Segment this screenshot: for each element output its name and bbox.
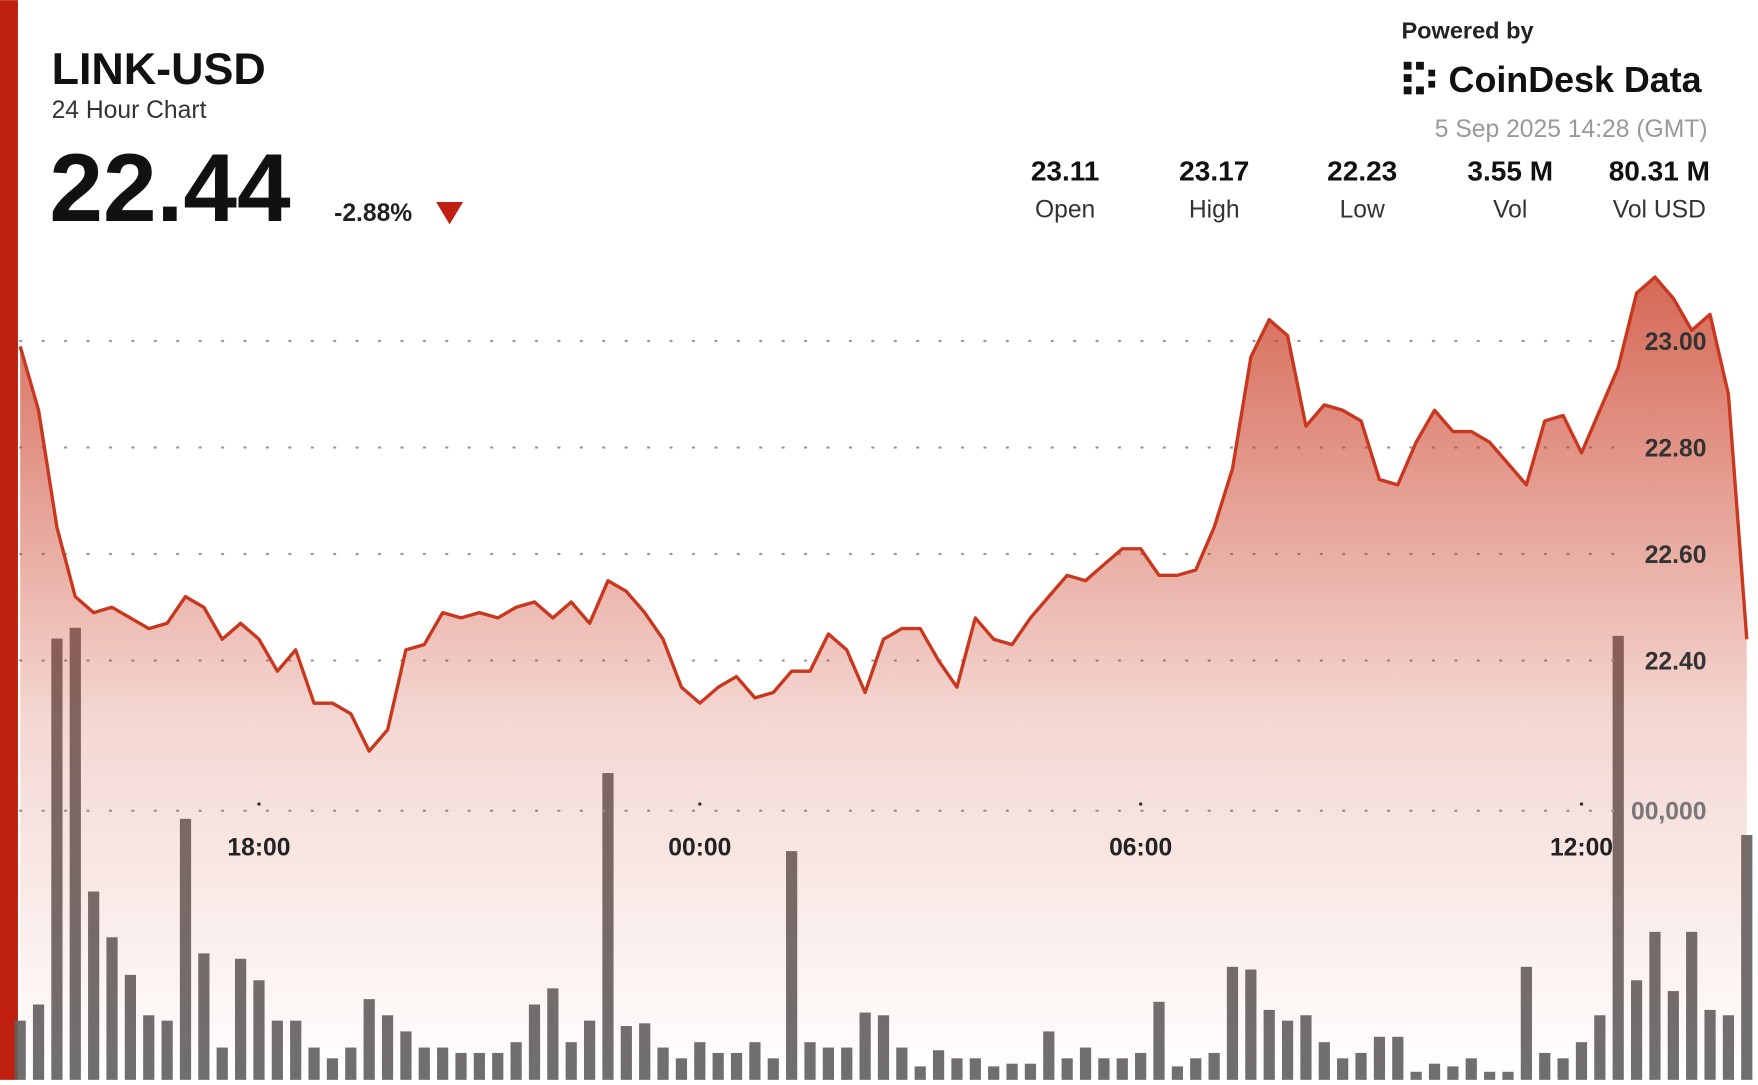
x-tick <box>257 802 261 806</box>
price-line <box>18 275 1749 753</box>
y-tick-label: 22.80 <box>1645 435 1707 462</box>
stat-label: Vol <box>1493 197 1527 224</box>
symbol: LINK-USD <box>52 43 266 94</box>
x-tick-label: 12:00 <box>1550 835 1613 862</box>
down-arrow <box>436 201 464 225</box>
stat-label: Vol USD <box>1613 197 1706 224</box>
stat-value: 23.17 <box>1179 156 1249 187</box>
y2-tick-label: 00,000 <box>1631 799 1706 826</box>
x-tick <box>1579 802 1584 806</box>
price-area <box>20 277 1747 1080</box>
logo-icon <box>1403 61 1436 95</box>
stat-value: 80.31 M <box>1609 156 1710 187</box>
stat-value: 22.23 <box>1327 156 1397 187</box>
stat-label: High <box>1189 197 1240 224</box>
stats: 23.11 Open 23.17 High 22.23 Low 3.55 M Vol 80.31… <box>1031 156 1710 224</box>
brand: CoinDesk Data <box>1449 60 1703 100</box>
x-tick-label: 06:00 <box>1109 835 1172 862</box>
plot: 22.40 22.60 22.80 23.00 00,000 18:00 00:00 06:0… <box>14 275 1753 1080</box>
stat-value: 3.55 M <box>1467 156 1553 187</box>
y-tick-label: 22.60 <box>1645 542 1707 569</box>
y-tick-label: 22.40 <box>1645 648 1707 675</box>
x-tick-label: 00:00 <box>668 835 731 862</box>
accent-bar <box>0 0 18 1080</box>
stat-label: Open <box>1035 197 1095 224</box>
subtitle: 24 Hour Chart <box>52 97 207 124</box>
powered-by: Powered by <box>1401 17 1533 43</box>
timestamp: 5 Sep 2025 14:28 (GMT) <box>1435 116 1708 143</box>
x-tick <box>698 802 702 806</box>
stat-value: 23.11 <box>1031 156 1100 187</box>
change: -2.88% <box>334 200 412 227</box>
x-tick-label: 18:00 <box>227 835 290 862</box>
stat-label: Low <box>1340 197 1385 224</box>
price: 22.44 <box>49 135 291 242</box>
x-tick <box>1138 802 1143 806</box>
y-tick-label: 23.00 <box>1645 329 1707 356</box>
